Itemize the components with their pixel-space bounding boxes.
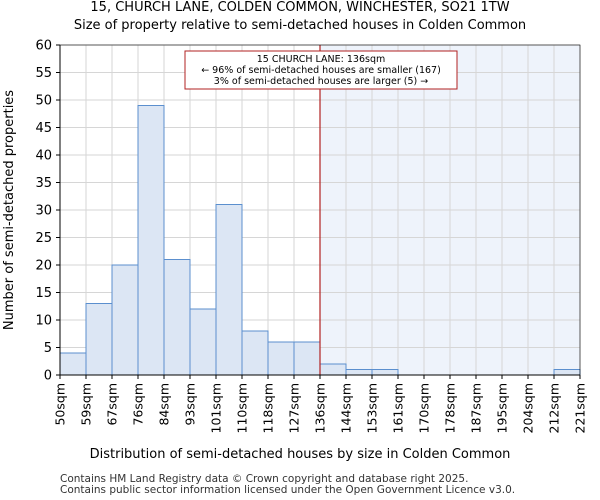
bar (215, 204, 243, 376)
y-tick-label: 0 (44, 369, 52, 384)
chart-title: 15, CHURCH LANE, COLDEN COMMON, WINCHEST… (90, 0, 510, 15)
y-tick-label: 55 (35, 66, 52, 81)
y-tick-label: 30 (35, 204, 52, 219)
x-tick-label: 50sqm (53, 383, 68, 426)
x-tick-label: 212sqm (547, 383, 562, 433)
x-tick-label: 161sqm (391, 383, 406, 433)
x-tick-label: 101sqm (209, 383, 224, 433)
bar (345, 369, 373, 376)
bar (111, 264, 139, 376)
x-tick-label: 187sqm (469, 383, 484, 433)
y-tick-label: 10 (35, 314, 52, 329)
bar (189, 308, 217, 376)
x-tick-label: 170sqm (417, 383, 432, 433)
bar (241, 330, 269, 376)
y-axis-label: Number of semi-detached properties (2, 90, 17, 330)
x-tick-label: 127sqm (287, 383, 302, 433)
y-tick-label: 5 (44, 341, 52, 356)
bar (267, 341, 295, 376)
x-tick-label: 76sqm (131, 383, 146, 426)
annotation-line: ← 96% of semi-detached houses are smalle… (201, 65, 441, 76)
y-tick-label: 15 (35, 286, 52, 301)
x-tick-label: 153sqm (365, 383, 380, 433)
y-tick-label: 25 (35, 231, 52, 246)
x-tick-label: 221sqm (573, 383, 588, 433)
x-tick-label: 136sqm (313, 383, 328, 433)
y-tick-label: 40 (35, 149, 52, 164)
annotation-line: 3% of semi-detached houses are larger (5… (214, 76, 428, 87)
x-axis-label: Distribution of semi-detached houses by … (90, 447, 511, 462)
y-tick-label: 20 (35, 259, 52, 274)
footer-licence: Contains public sector information licen… (60, 484, 516, 496)
annotation-line: 15 CHURCH LANE: 136sqm (257, 54, 385, 65)
x-tick-label: 59sqm (79, 383, 94, 426)
y-tick-label: 35 (35, 176, 52, 191)
bar (85, 303, 113, 376)
y-tick-label: 60 (35, 39, 52, 54)
y-tick-label: 45 (35, 121, 52, 136)
bar (319, 363, 347, 376)
x-tick-label: 93sqm (183, 383, 198, 426)
annotation-box (184, 50, 458, 90)
bar (553, 369, 581, 376)
bar (163, 259, 191, 376)
bar (137, 105, 165, 376)
x-tick-label: 110sqm (235, 383, 250, 433)
x-tick-label: 178sqm (443, 383, 458, 433)
bar (371, 369, 399, 376)
x-tick-label: 204sqm (521, 383, 536, 433)
x-tick-label: 84sqm (157, 383, 172, 426)
y-tick-label: 50 (35, 94, 52, 109)
bar (293, 341, 321, 376)
x-tick-label: 195sqm (495, 383, 510, 433)
x-tick-label: 144sqm (339, 383, 354, 433)
bar (59, 352, 87, 376)
footer-copyright: Contains HM Land Registry data © Crown c… (60, 473, 469, 485)
chart-subtitle: Size of property relative to semi-detach… (73, 18, 527, 33)
x-tick-label: 118sqm (261, 383, 276, 433)
x-tick-label: 67sqm (105, 383, 120, 426)
